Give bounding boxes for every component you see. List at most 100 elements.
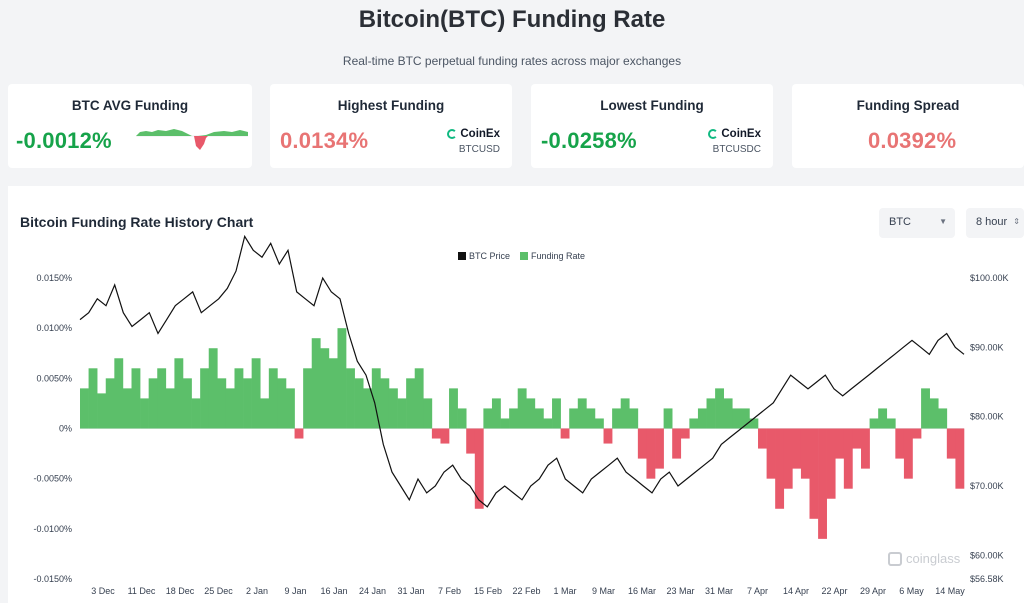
exchange-name: CoinEx bbox=[721, 128, 761, 140]
funding-bar bbox=[371, 368, 381, 429]
funding-bar bbox=[903, 428, 913, 479]
funding-bar bbox=[663, 408, 673, 429]
coinex-icon bbox=[447, 129, 458, 139]
y-right-tick-label: $56.58K bbox=[970, 574, 1004, 584]
funding-bar bbox=[878, 408, 888, 429]
legend-label: BTC Price bbox=[469, 251, 511, 261]
funding-rate-chart[interactable]: 0.0150% 0.0100% 0.0050% 0% -0.0050% -0.0100% -… bbox=[8, 186, 1024, 603]
y-right-tick-label: $90.00K bbox=[970, 342, 1004, 352]
x-tick-label: 22 Feb bbox=[512, 586, 540, 596]
funding-bar bbox=[268, 368, 278, 429]
funding-bar bbox=[921, 388, 930, 429]
funding-bar bbox=[320, 348, 330, 429]
funding-bar bbox=[346, 368, 355, 429]
funding-bar bbox=[140, 398, 149, 429]
avg-funding-value: -0.0012% bbox=[16, 128, 112, 153]
funding-bar bbox=[509, 408, 519, 429]
legend-item-funding[interactable]: Funding Rate bbox=[520, 251, 585, 261]
funding-bar bbox=[697, 408, 707, 429]
x-tick-label: 29 Apr bbox=[860, 586, 886, 596]
funding-bar bbox=[706, 398, 716, 429]
y-left-tick-label: 0.0050% bbox=[36, 373, 72, 383]
funding-bar bbox=[723, 398, 733, 429]
funding-bar bbox=[294, 428, 304, 439]
x-tick-label: 14 May bbox=[935, 586, 965, 596]
funding-bar bbox=[217, 378, 227, 429]
funding-bar bbox=[406, 378, 416, 429]
x-tick-label: 16 Jan bbox=[320, 586, 347, 596]
x-tick-label: 14 Apr bbox=[783, 586, 809, 596]
y-left-tick-label: 0.0150% bbox=[36, 273, 72, 283]
funding-bar bbox=[861, 428, 870, 469]
interval-select[interactable]: 8 hour ⇕ bbox=[966, 208, 1024, 238]
funding-bar bbox=[792, 428, 802, 469]
funding-bar bbox=[955, 428, 965, 489]
funding-bar bbox=[715, 388, 724, 429]
funding-bar bbox=[672, 428, 682, 459]
x-tick-label: 15 Feb bbox=[474, 586, 502, 596]
y-right-tick-label: $60.00K bbox=[970, 550, 1004, 560]
funding-bar bbox=[397, 398, 407, 429]
funding-bar bbox=[337, 328, 347, 429]
funding-bar bbox=[732, 408, 742, 429]
funding-bar bbox=[603, 428, 613, 444]
x-tick-label: 9 Mar bbox=[592, 586, 615, 596]
highest-exchange: CoinEx BTCUSD bbox=[447, 128, 500, 155]
funding-bar bbox=[680, 428, 690, 439]
funding-bar bbox=[818, 428, 827, 539]
x-tick-label: 31 Jan bbox=[397, 586, 424, 596]
interval-select-value: 8 hour bbox=[976, 216, 1008, 228]
card-funding-spread: Funding Spread 0.0392% bbox=[792, 84, 1024, 168]
funding-bar bbox=[500, 418, 510, 429]
funding-bar bbox=[105, 378, 115, 429]
legend-swatch-price bbox=[458, 252, 466, 260]
y-left-tick-label: 0.0100% bbox=[36, 323, 72, 333]
funding-bar bbox=[449, 388, 458, 429]
funding-bar bbox=[758, 428, 767, 449]
funding-bar bbox=[440, 428, 450, 444]
coinglass-logo-icon bbox=[888, 551, 902, 566]
card-lowest-funding: Lowest Funding -0.0258% CoinEx BTCUSDC bbox=[531, 84, 773, 168]
funding-bar bbox=[328, 358, 338, 429]
funding-bar bbox=[97, 393, 107, 429]
funding-bar bbox=[303, 368, 313, 429]
funding-bar bbox=[131, 368, 141, 429]
funding-bar bbox=[517, 388, 527, 429]
funding-bar bbox=[148, 378, 158, 429]
funding-bar bbox=[88, 368, 98, 429]
funding-bar bbox=[182, 378, 192, 429]
funding-bar bbox=[174, 358, 184, 429]
funding-bar bbox=[586, 408, 596, 429]
x-tick-label: 23 Mar bbox=[666, 586, 694, 596]
legend-item-price[interactable]: BTC Price bbox=[458, 251, 510, 261]
funding-bar bbox=[826, 428, 836, 499]
chevron-down-icon: ▼ bbox=[939, 217, 947, 226]
funding-bar bbox=[809, 428, 819, 519]
funding-bar bbox=[251, 358, 261, 429]
funding-bar bbox=[629, 408, 639, 429]
funding-bar bbox=[243, 378, 252, 429]
lowest-exchange: CoinEx BTCUSDC bbox=[708, 128, 761, 155]
funding-bar bbox=[354, 378, 364, 429]
funding-bar bbox=[165, 388, 175, 429]
funding-bar bbox=[869, 418, 879, 429]
funding-bar bbox=[234, 368, 244, 429]
funding-bar bbox=[414, 368, 424, 429]
funding-bar bbox=[800, 428, 810, 479]
card-label: BTC AVG Funding bbox=[71, 98, 189, 113]
funding-bar bbox=[946, 428, 956, 459]
x-tick-label: 1 Mar bbox=[553, 586, 576, 596]
coin-select[interactable]: BTC ▼ bbox=[879, 208, 955, 238]
card-label: Lowest Funding bbox=[600, 98, 704, 113]
funding-bar bbox=[157, 368, 167, 429]
funding-bar bbox=[80, 388, 89, 429]
funding-bar bbox=[260, 398, 270, 429]
x-tick-label: 7 Apr bbox=[747, 586, 768, 596]
legend-swatch-funding bbox=[520, 252, 529, 260]
funding-bar bbox=[569, 408, 579, 429]
funding-bar bbox=[775, 428, 785, 509]
funding-bar bbox=[388, 388, 398, 429]
chart-legend: BTC Price Funding Rate bbox=[458, 251, 585, 261]
y-left-tick-label: -0.0050% bbox=[33, 474, 72, 484]
funding-bar bbox=[363, 388, 373, 429]
